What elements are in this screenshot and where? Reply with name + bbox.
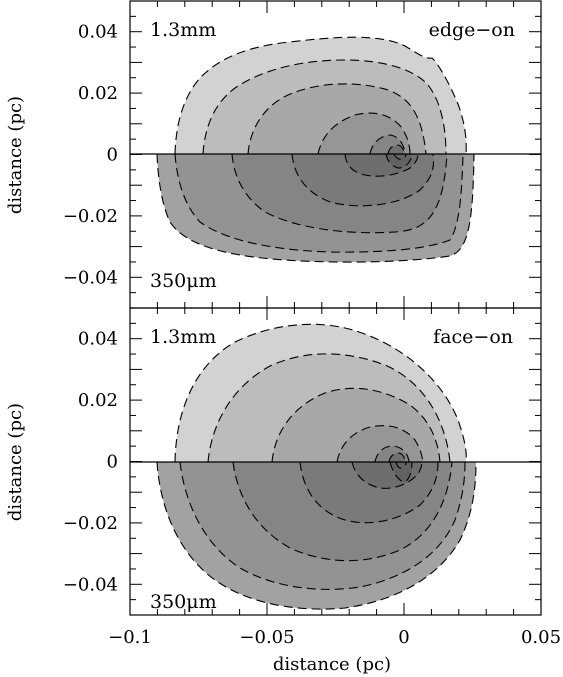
face-on-panel: 1.3mm face−on 350μm 0.040.020−0.02−0.04 …	[63, 307, 561, 648]
y-tick-label: −0.04	[63, 574, 118, 595]
x-tick-label: 0.05	[521, 627, 561, 648]
x-tick-label: −0.1	[108, 627, 152, 648]
contour-lower-6	[386, 154, 412, 168]
y-tick-label: 0	[107, 145, 118, 166]
bottom-label-1-3mm: 1.3mm	[150, 326, 216, 348]
top-label-edge-on: edge−on	[429, 19, 515, 41]
y-tick-label: −0.04	[63, 267, 118, 288]
x-tick-label: −0.05	[239, 627, 294, 648]
bottom-y-axis-title: distance (pc)	[5, 403, 26, 521]
top-label-350um: 350μm	[150, 270, 217, 292]
y-tick-label: 0.02	[78, 390, 118, 411]
top-label-1-3mm: 1.3mm	[150, 19, 216, 41]
y-tick-label: 0.04	[78, 329, 118, 350]
y-tick-label: 0	[107, 452, 118, 473]
y-tick-label: 0.02	[78, 83, 118, 104]
edge-on-panel: 1.3mm edge−on 350μm 0.04 0.02 0 −0.02 −0.04	[63, 0, 542, 309]
x-tick-label: 0	[398, 627, 409, 648]
bottom-label-face-on: face−on	[433, 326, 513, 348]
bottom-label-350um: 350μm	[150, 591, 217, 613]
y-tick-label: −0.02	[63, 206, 118, 227]
y-tick-label: 0.04	[78, 22, 118, 43]
contour-lower-6	[390, 462, 412, 482]
y-tick-label: −0.02	[63, 513, 118, 534]
x-axis-title: distance (pc)	[273, 654, 391, 675]
top-y-axis-title: distance (pc)	[5, 96, 26, 214]
